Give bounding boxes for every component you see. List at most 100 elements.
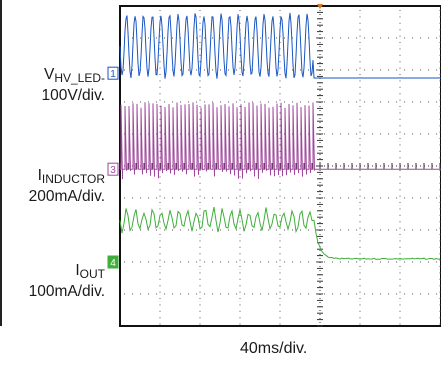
- grid-dot: [279, 253, 281, 255]
- grid-dot: [188, 69, 189, 71]
- grid-dot: [228, 197, 229, 199]
- grid-dot: [279, 189, 281, 191]
- grid-dot: [279, 67, 281, 69]
- grid-dot: [244, 261, 245, 263]
- grid-dot: [399, 106, 401, 107]
- grid-dot: [159, 298, 161, 299]
- grid-dot: [268, 293, 269, 295]
- grid-dot: [276, 37, 277, 39]
- grid-dot: [332, 133, 333, 135]
- grid-dot: [199, 246, 201, 248]
- grid-dot: [439, 157, 441, 159]
- grid-dot: [396, 293, 397, 295]
- grid-dot: [239, 125, 241, 127]
- grid-dot: [159, 234, 161, 235]
- grid-dot: [396, 133, 397, 135]
- grid-dot: [420, 37, 421, 39]
- grid-dot: [212, 197, 213, 199]
- grid-dot: [348, 229, 349, 231]
- grid-dot: [359, 35, 361, 37]
- grid-dot: [199, 99, 201, 101]
- grid-dot: [399, 310, 401, 312]
- grid-dot: [199, 150, 201, 152]
- grid-dot: [156, 293, 157, 295]
- grid-dot: [268, 197, 269, 199]
- grid-dot: [279, 80, 281, 82]
- grid-dot: [359, 10, 361, 11]
- grid-dot: [279, 170, 281, 171]
- grid-dot: [199, 189, 201, 191]
- grid-dot: [199, 125, 201, 127]
- grid-dot: [180, 101, 181, 103]
- grid-dot: [399, 195, 401, 197]
- grid-dot: [244, 101, 245, 103]
- grid-dot: [199, 54, 201, 56]
- grid-dot: [420, 293, 421, 295]
- grid-dot: [239, 80, 241, 82]
- grid-dot: [239, 67, 241, 69]
- grid-dot: [159, 125, 161, 127]
- grid-dot: [359, 80, 361, 82]
- grid-dot: [340, 229, 341, 231]
- grid-dot: [439, 99, 441, 101]
- grid-dot: [239, 285, 241, 287]
- grid-dot: [399, 317, 401, 319]
- grid-dot: [279, 298, 281, 299]
- grid-dot: [359, 195, 361, 197]
- grid-dot: [399, 259, 401, 261]
- grid-dot: [399, 67, 401, 69]
- grid-dot: [439, 304, 441, 306]
- channel-1-label: VHV_LED- 100V/div.: [42, 66, 105, 105]
- grid-dot: [199, 48, 201, 50]
- grid-dot: [172, 197, 173, 199]
- grid-dot: [359, 253, 361, 255]
- grid-dot: [439, 246, 441, 248]
- grid-dot: [279, 150, 281, 152]
- grid-dot: [239, 323, 241, 325]
- grid-dot: [399, 138, 401, 139]
- grid-dot: [199, 214, 201, 216]
- grid-dot: [244, 293, 245, 295]
- grid-dot: [436, 133, 437, 135]
- grid-dot: [399, 221, 401, 223]
- grid-dot: [308, 293, 309, 295]
- grid-dot: [159, 150, 161, 152]
- grid-dot: [364, 197, 365, 199]
- grid-dot: [212, 261, 213, 263]
- grid-dot: [204, 197, 205, 199]
- grid-dot: [284, 37, 285, 39]
- grid-dot: [268, 261, 269, 263]
- grid-dot: [316, 197, 317, 199]
- grid-dot: [279, 99, 281, 101]
- grid-dot: [164, 197, 165, 199]
- grid-dot: [399, 16, 401, 18]
- grid-dot: [439, 112, 441, 114]
- grid-dot: [332, 37, 333, 39]
- grid-dot: [399, 214, 401, 216]
- grid-dot: [359, 298, 361, 299]
- grid-dot: [159, 202, 161, 203]
- grid-dot: [439, 150, 441, 152]
- grid-dot: [132, 261, 133, 263]
- grid-dot: [420, 133, 421, 135]
- grid-dot: [239, 10, 241, 11]
- grid-dot: [380, 261, 381, 263]
- grid-dot: [439, 106, 441, 107]
- grid-dot: [399, 48, 401, 50]
- grid-dot: [399, 118, 401, 120]
- grid-dot: [439, 131, 441, 133]
- grid-dot: [159, 118, 161, 120]
- grid-dot: [420, 101, 421, 103]
- grid-dot: [399, 150, 401, 152]
- grid-dot: [372, 69, 373, 71]
- grid-dot: [436, 37, 437, 39]
- grid-dot: [159, 285, 161, 287]
- grid-dot: [359, 131, 361, 133]
- grid-dot: [439, 22, 441, 24]
- grid-dot: [159, 112, 161, 114]
- grid-dot: [359, 42, 361, 43]
- grid-dot: [399, 278, 401, 280]
- grid-dot: [284, 261, 285, 263]
- grid-dot: [316, 101, 317, 103]
- grid-dot: [364, 261, 365, 263]
